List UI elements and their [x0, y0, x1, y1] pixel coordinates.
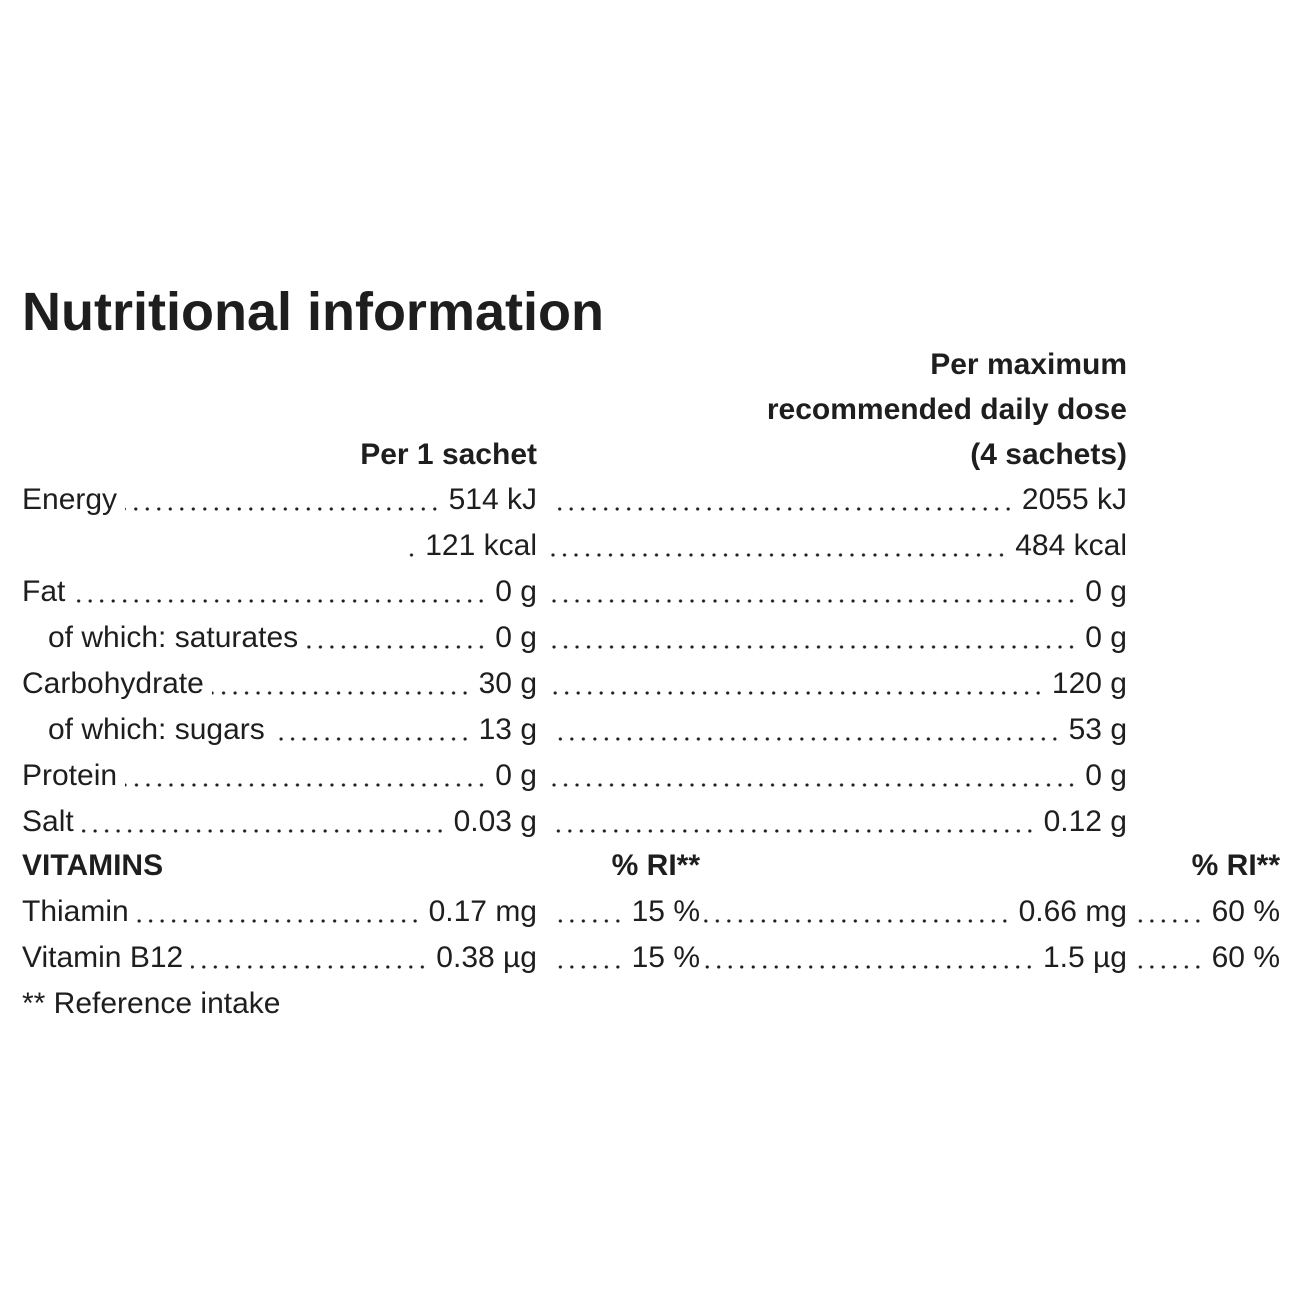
- column-header: % RI**: [1191, 849, 1280, 882]
- dot-leader: [551, 964, 624, 970]
- dot-leader: [125, 506, 441, 512]
- nutrient-label: of which: saturates: [48, 621, 299, 654]
- value-per-max: 484 kcal: [1015, 529, 1127, 562]
- vitamin-label: Thiamin: [22, 895, 129, 928]
- value-per-sachet: 121 kcal: [425, 529, 537, 562]
- dot-leader: [551, 506, 1014, 512]
- value-per-max: 0 g: [1085, 621, 1127, 654]
- dot-leader: [272, 736, 471, 742]
- nutrient-label: Salt: [22, 805, 74, 838]
- footnote: ** Reference intake: [22, 987, 281, 1020]
- dot-leader: [211, 690, 471, 696]
- dot-leader: [551, 828, 1036, 834]
- dot-leader: [73, 598, 488, 604]
- value-per-sachet: 0.38 µg: [436, 941, 537, 974]
- dot-leader: [136, 918, 421, 924]
- vitamin-label: Vitamin B12: [22, 941, 184, 974]
- value-per-max: 53 g: [1068, 713, 1127, 746]
- value-per-sachet: 0 g: [495, 621, 537, 654]
- dot-leader: [1133, 918, 1204, 924]
- section-header: VITAMINS: [22, 849, 164, 882]
- dot-leader: [551, 918, 624, 924]
- dot-leader: [1133, 964, 1204, 970]
- value-per-max: 120 g: [1051, 667, 1127, 700]
- value-per-max: 2055 kJ: [1021, 483, 1127, 516]
- ri-per-max: 60 %: [1211, 941, 1280, 974]
- dot-leader: [551, 598, 1078, 604]
- dot-leader: [306, 644, 488, 650]
- ri-per-sachet: 15 %: [631, 941, 700, 974]
- value-per-sachet: 514 kJ: [448, 483, 537, 516]
- column-header: Per 1 sachet: [360, 438, 537, 471]
- dot-leader: [551, 552, 1008, 558]
- column-header: recommended daily dose: [766, 393, 1127, 426]
- dot-leader: [402, 552, 418, 558]
- column-header: % RI**: [611, 849, 700, 882]
- value-per-sachet: 0 g: [495, 575, 537, 608]
- value-per-max: 0.12 g: [1043, 805, 1127, 838]
- dot-leader: [551, 690, 1044, 696]
- value-per-sachet: 13 g: [478, 713, 537, 746]
- value-per-max: 0 g: [1085, 575, 1127, 608]
- dot-leader: [81, 828, 446, 834]
- nutrient-label: Protein: [22, 759, 118, 792]
- dot-leader: [125, 782, 488, 788]
- value-per-max: 0 g: [1085, 759, 1127, 792]
- dot-leader: [704, 918, 1011, 924]
- ri-per-max: 60 %: [1211, 895, 1280, 928]
- value-per-max: 1.5 µg: [1042, 941, 1127, 974]
- dot-leader: [551, 736, 1061, 742]
- nutrient-label: of which: sugars: [48, 713, 265, 746]
- value-per-sachet: 30 g: [478, 667, 537, 700]
- dot-leader: [551, 644, 1078, 650]
- value-per-max: 0.66 mg: [1018, 895, 1127, 928]
- value-per-sachet: 0.17 mg: [428, 895, 537, 928]
- dot-leader: [704, 964, 1035, 970]
- dot-leader: [551, 782, 1078, 788]
- column-header: Per maximum: [930, 348, 1127, 381]
- ri-per-sachet: 15 %: [631, 895, 700, 928]
- nutrient-label: Carbohydrate: [22, 667, 204, 700]
- nutrient-label: Energy: [22, 483, 118, 516]
- nutrient-label: Fat: [22, 575, 66, 608]
- dot-leader: [191, 964, 429, 970]
- value-per-sachet: 0.03 g: [453, 805, 537, 838]
- title: Nutritional information: [22, 282, 604, 342]
- value-per-sachet: 0 g: [495, 759, 537, 792]
- column-header: (4 sachets): [970, 438, 1127, 471]
